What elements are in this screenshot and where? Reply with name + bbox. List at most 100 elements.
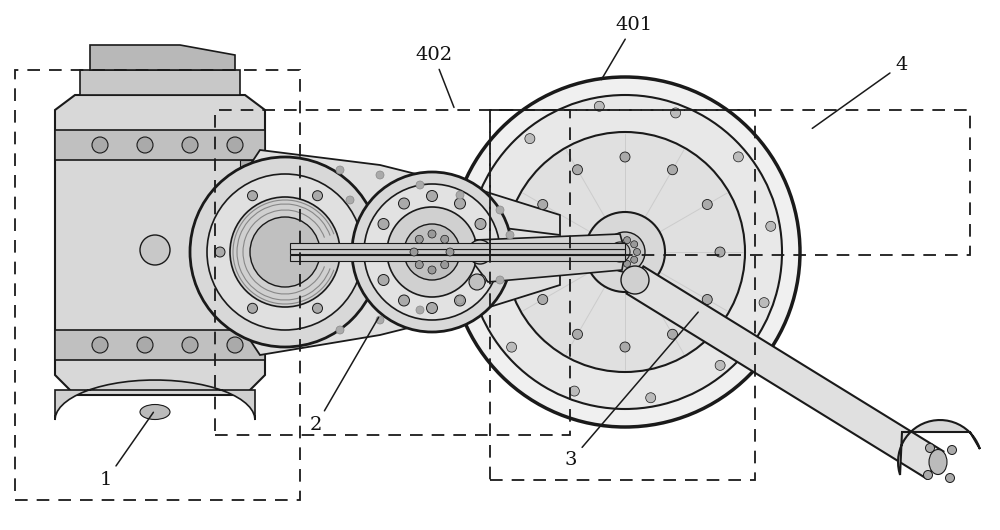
Circle shape bbox=[227, 337, 243, 353]
Circle shape bbox=[702, 295, 712, 305]
Circle shape bbox=[538, 295, 548, 305]
FancyBboxPatch shape bbox=[290, 249, 625, 254]
Circle shape bbox=[456, 191, 464, 199]
Circle shape bbox=[569, 386, 579, 396]
Circle shape bbox=[616, 238, 622, 245]
FancyBboxPatch shape bbox=[55, 330, 265, 360]
FancyBboxPatch shape bbox=[290, 243, 625, 249]
Circle shape bbox=[336, 166, 344, 174]
Circle shape bbox=[496, 276, 504, 284]
Circle shape bbox=[376, 171, 384, 179]
Circle shape bbox=[482, 246, 494, 258]
Circle shape bbox=[426, 303, 438, 314]
Circle shape bbox=[594, 101, 604, 111]
Circle shape bbox=[668, 329, 678, 339]
Circle shape bbox=[428, 230, 436, 238]
Circle shape bbox=[416, 306, 424, 314]
Circle shape bbox=[702, 199, 712, 209]
Circle shape bbox=[646, 393, 656, 403]
Circle shape bbox=[416, 181, 424, 189]
Text: 402: 402 bbox=[415, 46, 454, 108]
Circle shape bbox=[610, 253, 617, 260]
Circle shape bbox=[182, 137, 198, 153]
Circle shape bbox=[605, 232, 645, 272]
Circle shape bbox=[507, 342, 517, 352]
Circle shape bbox=[468, 240, 492, 264]
Circle shape bbox=[398, 198, 410, 209]
Circle shape bbox=[610, 244, 617, 251]
Circle shape bbox=[631, 256, 638, 263]
Circle shape bbox=[450, 77, 800, 427]
Circle shape bbox=[538, 199, 548, 209]
Circle shape bbox=[190, 157, 380, 347]
Circle shape bbox=[616, 259, 622, 266]
Circle shape bbox=[759, 298, 769, 307]
Circle shape bbox=[92, 137, 108, 153]
Circle shape bbox=[346, 196, 354, 204]
Circle shape bbox=[926, 444, 934, 453]
Polygon shape bbox=[55, 95, 265, 395]
Circle shape bbox=[364, 184, 500, 320]
Polygon shape bbox=[55, 380, 255, 420]
Circle shape bbox=[948, 446, 956, 455]
Circle shape bbox=[469, 274, 485, 290]
Circle shape bbox=[624, 260, 631, 267]
Circle shape bbox=[92, 337, 108, 353]
Circle shape bbox=[468, 95, 782, 409]
Circle shape bbox=[766, 222, 776, 231]
Text: 3: 3 bbox=[565, 312, 698, 469]
Circle shape bbox=[312, 191, 322, 201]
Polygon shape bbox=[90, 45, 235, 70]
Circle shape bbox=[733, 152, 743, 162]
Polygon shape bbox=[898, 420, 980, 475]
Circle shape bbox=[481, 197, 491, 206]
Text: 2: 2 bbox=[310, 317, 379, 434]
Circle shape bbox=[250, 217, 320, 287]
Circle shape bbox=[715, 360, 725, 370]
Circle shape bbox=[446, 248, 454, 256]
Circle shape bbox=[345, 247, 355, 257]
Circle shape bbox=[376, 316, 384, 324]
Circle shape bbox=[585, 212, 665, 292]
Circle shape bbox=[247, 303, 258, 313]
Circle shape bbox=[415, 235, 423, 243]
Text: 4: 4 bbox=[812, 56, 907, 128]
Circle shape bbox=[621, 266, 649, 294]
Circle shape bbox=[387, 207, 477, 297]
Bar bbox=[490, 110, 755, 480]
Circle shape bbox=[525, 247, 535, 257]
Circle shape bbox=[668, 165, 678, 175]
FancyBboxPatch shape bbox=[55, 130, 265, 160]
Circle shape bbox=[456, 296, 464, 304]
Circle shape bbox=[572, 165, 582, 175]
Text: 401: 401 bbox=[601, 16, 652, 80]
Circle shape bbox=[415, 261, 423, 269]
Circle shape bbox=[505, 132, 745, 372]
Polygon shape bbox=[240, 150, 560, 252]
Circle shape bbox=[207, 174, 363, 330]
Circle shape bbox=[336, 326, 344, 334]
Circle shape bbox=[506, 231, 514, 239]
FancyBboxPatch shape bbox=[290, 255, 625, 261]
Circle shape bbox=[715, 247, 725, 257]
Circle shape bbox=[634, 249, 640, 255]
Circle shape bbox=[398, 295, 410, 306]
Circle shape bbox=[474, 273, 484, 282]
Circle shape bbox=[140, 235, 170, 265]
Circle shape bbox=[671, 108, 681, 118]
Circle shape bbox=[496, 206, 504, 214]
Circle shape bbox=[312, 303, 322, 313]
Circle shape bbox=[441, 261, 449, 269]
Polygon shape bbox=[80, 70, 240, 95]
Ellipse shape bbox=[929, 449, 947, 474]
Circle shape bbox=[378, 218, 389, 229]
Circle shape bbox=[475, 218, 486, 229]
Circle shape bbox=[404, 224, 460, 280]
Bar bbox=[15, 70, 300, 500]
Circle shape bbox=[572, 329, 582, 339]
Circle shape bbox=[352, 172, 512, 332]
Polygon shape bbox=[240, 252, 560, 355]
Circle shape bbox=[428, 266, 436, 274]
Polygon shape bbox=[627, 267, 943, 479]
Circle shape bbox=[441, 235, 449, 243]
